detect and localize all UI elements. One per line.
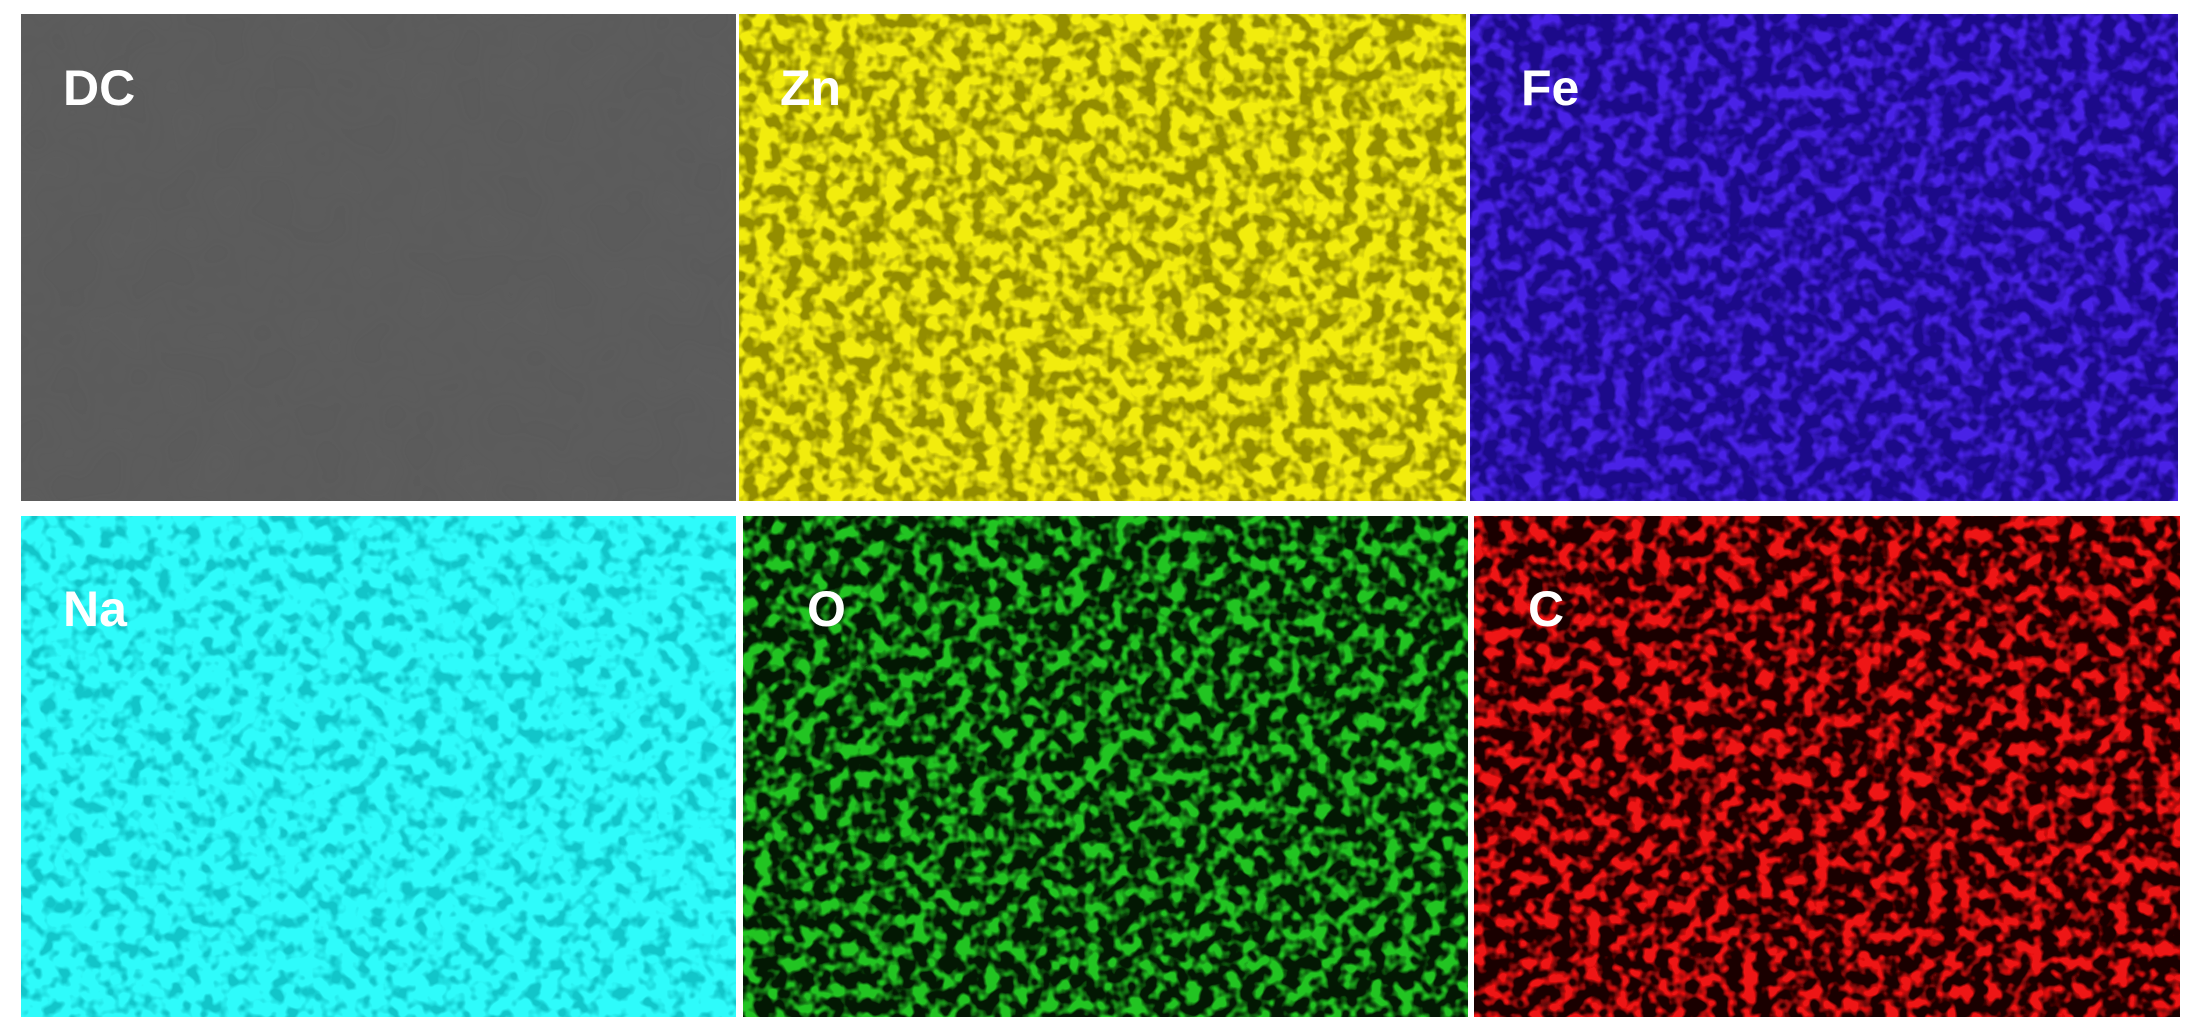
map-texture <box>1470 14 2178 501</box>
panel-fe: Fe <box>1470 14 2178 501</box>
panel-label: Fe <box>1521 60 1579 116</box>
panel-label: C <box>1528 581 1564 637</box>
panel-label: O <box>807 581 846 637</box>
panel-label: DC <box>63 60 135 116</box>
panel-dc: DC <box>21 14 736 501</box>
panel-label: Na <box>63 581 128 637</box>
map-texture <box>1474 516 2180 1017</box>
map-texture <box>743 516 1468 1017</box>
map-texture <box>21 14 736 501</box>
panel-o: O <box>743 516 1468 1017</box>
panel-c: C <box>1474 516 2180 1017</box>
panel-na: Na <box>21 516 736 1017</box>
map-texture <box>739 14 1466 501</box>
panel-zn: Zn <box>739 14 1466 501</box>
map-texture <box>21 516 736 1017</box>
panel-label: Zn <box>780 60 841 116</box>
